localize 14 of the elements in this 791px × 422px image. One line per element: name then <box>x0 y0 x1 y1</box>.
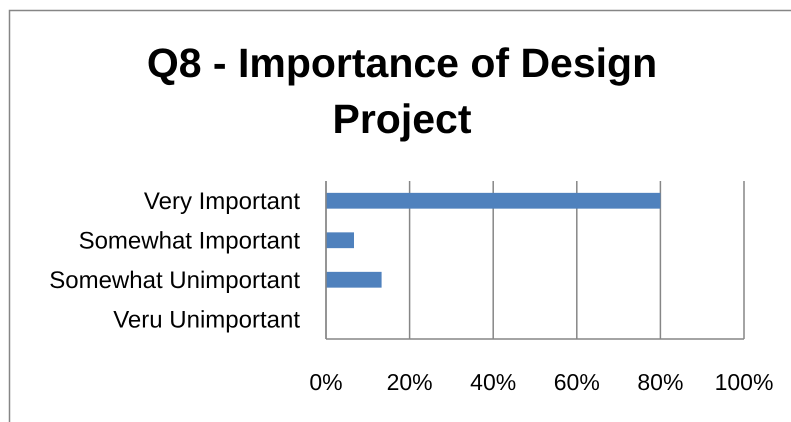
chart-title: Q8 - Importance of Design Project <box>146 40 658 142</box>
y-tick-label: Very Important <box>144 188 300 216</box>
x-tick-label: 60% <box>554 369 600 395</box>
bar <box>326 272 382 288</box>
bar <box>326 192 660 209</box>
y-tick-label: Veru Unimportant <box>113 306 300 334</box>
x-tick-label: 80% <box>637 369 684 395</box>
x-tick-label: 100% <box>714 369 774 395</box>
x-tick-label: 0% <box>309 369 343 395</box>
y-tick-label: Somewhat Unimportant <box>49 267 300 294</box>
bar <box>326 232 354 248</box>
x-tick-label: 40% <box>470 369 516 395</box>
x-tick-label: 20% <box>386 369 433 395</box>
y-tick-label: Somewhat Important <box>78 228 300 255</box>
